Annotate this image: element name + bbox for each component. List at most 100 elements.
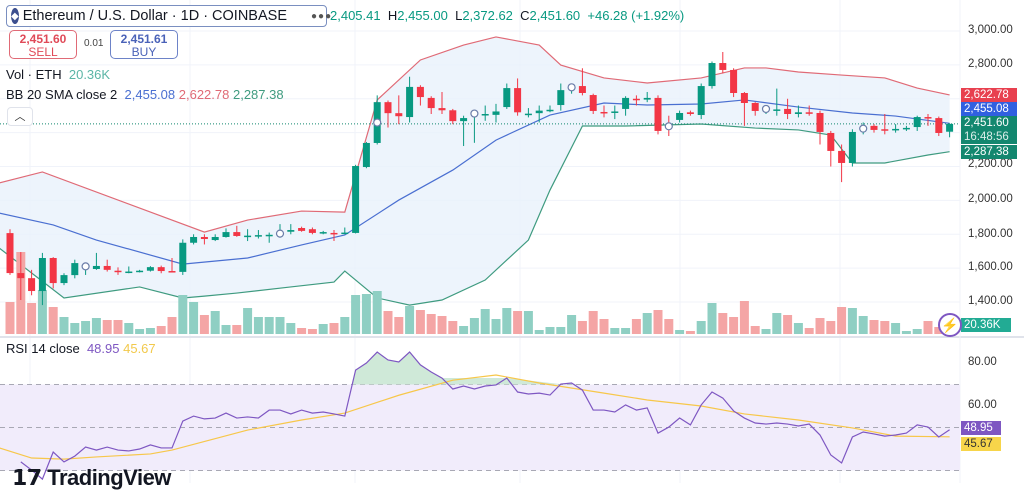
volume-bar [804, 328, 814, 334]
volume-legend[interactable]: Vol · ETH 20.36K [6, 67, 110, 82]
candle-body [6, 233, 14, 274]
candle-body [71, 263, 79, 276]
candle-body [838, 150, 846, 163]
rsi-legend[interactable]: RSI 14 close 48.95 45.67 [6, 341, 156, 356]
candle [805, 105, 813, 116]
volume-bar [826, 321, 836, 334]
volume-bar [491, 319, 501, 334]
price-tick: 2,200.00 [968, 158, 1013, 170]
candle-body [524, 113, 532, 116]
candle-body [557, 90, 565, 106]
candle-body [600, 111, 608, 114]
candle [535, 105, 543, 123]
candle [622, 96, 630, 116]
bb-legend[interactable]: BB 20 SMA close 2 2,455.08 2,622.78 2,28… [6, 87, 284, 102]
volume-bar [588, 311, 598, 334]
candle-body [784, 108, 792, 115]
volume-bar [27, 303, 37, 334]
volume-bar [372, 291, 382, 334]
rsi-pane[interactable] [0, 351, 960, 481]
volume-bar [135, 329, 145, 334]
volume-bar [437, 316, 447, 334]
candle [362, 141, 370, 169]
volume-bar [340, 317, 350, 334]
rsi-overbought-fill [352, 352, 577, 385]
volume-bar [664, 319, 674, 334]
candle [503, 83, 511, 109]
candle [697, 83, 705, 120]
candle [838, 144, 846, 183]
candle-body [481, 114, 489, 116]
price-pane[interactable] [0, 36, 960, 334]
volume-bar [210, 311, 220, 334]
candle [946, 123, 954, 138]
candle [848, 129, 856, 167]
open-value: 2,405.41 [330, 8, 381, 23]
candle [17, 252, 25, 301]
volume-bar [523, 311, 533, 334]
candle [816, 110, 824, 145]
bb-upper-value: 2,622.78 [178, 87, 230, 102]
candle [708, 61, 716, 89]
volume-bar [307, 329, 317, 334]
volume-bar [739, 301, 749, 334]
candle [233, 225, 241, 237]
volume-bar [318, 324, 328, 334]
candle [492, 103, 500, 123]
candle [460, 115, 468, 147]
candle [6, 229, 14, 275]
candle [654, 95, 662, 135]
volume-bar [815, 318, 825, 334]
high-value: 2,455.00 [397, 8, 448, 23]
candle-body [244, 235, 252, 238]
buy-button[interactable]: 2,451.61 BUY [110, 30, 178, 59]
ohlc-values: 2,405.41 H2,455.00 L2,372.62 C2,451.60 +… [330, 8, 684, 23]
candle-body [913, 117, 921, 128]
volume-bar [145, 328, 155, 334]
candle-body [362, 142, 370, 168]
volume-bar [718, 313, 728, 334]
symbol-title[interactable]: ◆ Ethereum / U.S. Dollar · 1D · COINBASE… [6, 5, 331, 27]
candle-body [416, 86, 424, 98]
collapse-legend-button[interactable]: ︿ [7, 107, 33, 126]
last-price-tag: 2,451.60 16:48:56 [961, 116, 1017, 144]
volume-bar [685, 331, 695, 334]
candle-body [114, 270, 122, 273]
volume-value: 20.36K [68, 67, 111, 82]
candle [330, 230, 338, 242]
volume-bar [793, 323, 803, 334]
volume-bar [847, 308, 857, 334]
candle [146, 266, 154, 272]
lightning-icon[interactable]: ⚡ [938, 313, 962, 337]
candle [168, 257, 176, 273]
candle [892, 124, 900, 133]
sell-button[interactable]: 2,451.60 SELL [9, 30, 77, 59]
candle-body [622, 97, 630, 109]
candle-body [492, 111, 500, 115]
candle-body [287, 230, 295, 232]
rsi-tick: 60.00 [968, 399, 997, 411]
candle-body [319, 232, 327, 234]
candle-body [92, 265, 100, 270]
candle [384, 100, 392, 128]
volume-bar [556, 327, 566, 334]
close-label: C [520, 8, 530, 23]
more-icon[interactable]: ●●● [311, 10, 333, 22]
candle-body [632, 98, 640, 101]
volume-bar [577, 321, 587, 334]
candle-body [265, 234, 273, 237]
rsi-ma-value: 45.67 [123, 341, 156, 356]
event-marker [470, 109, 479, 118]
candle [773, 88, 781, 116]
volume-bar [631, 319, 641, 334]
rsi-tag: 48.95 [961, 421, 1001, 435]
candle-body [200, 236, 208, 240]
volume-bar [199, 315, 209, 334]
volume-bar [264, 317, 274, 334]
rsi-label: RSI 14 close [6, 341, 80, 356]
candle-body [17, 273, 25, 279]
candle [557, 83, 565, 111]
last-price: 2,451.60 [964, 117, 1009, 129]
high-label: H [387, 8, 398, 23]
